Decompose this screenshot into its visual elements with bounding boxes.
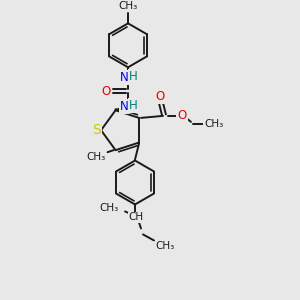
- Text: CH₃: CH₃: [155, 242, 175, 251]
- Text: CH₃: CH₃: [99, 203, 119, 214]
- Text: O: O: [155, 90, 165, 104]
- Text: O: O: [177, 110, 187, 122]
- Text: O: O: [101, 85, 111, 98]
- Text: N: N: [120, 100, 128, 113]
- Text: N: N: [120, 71, 128, 84]
- Text: S: S: [92, 123, 100, 137]
- Text: CH₃: CH₃: [86, 152, 105, 162]
- Text: CH₃: CH₃: [204, 119, 224, 129]
- Text: H: H: [129, 99, 137, 112]
- Text: CH: CH: [128, 212, 144, 222]
- Text: CH₃: CH₃: [118, 2, 138, 11]
- Text: H: H: [129, 70, 137, 83]
